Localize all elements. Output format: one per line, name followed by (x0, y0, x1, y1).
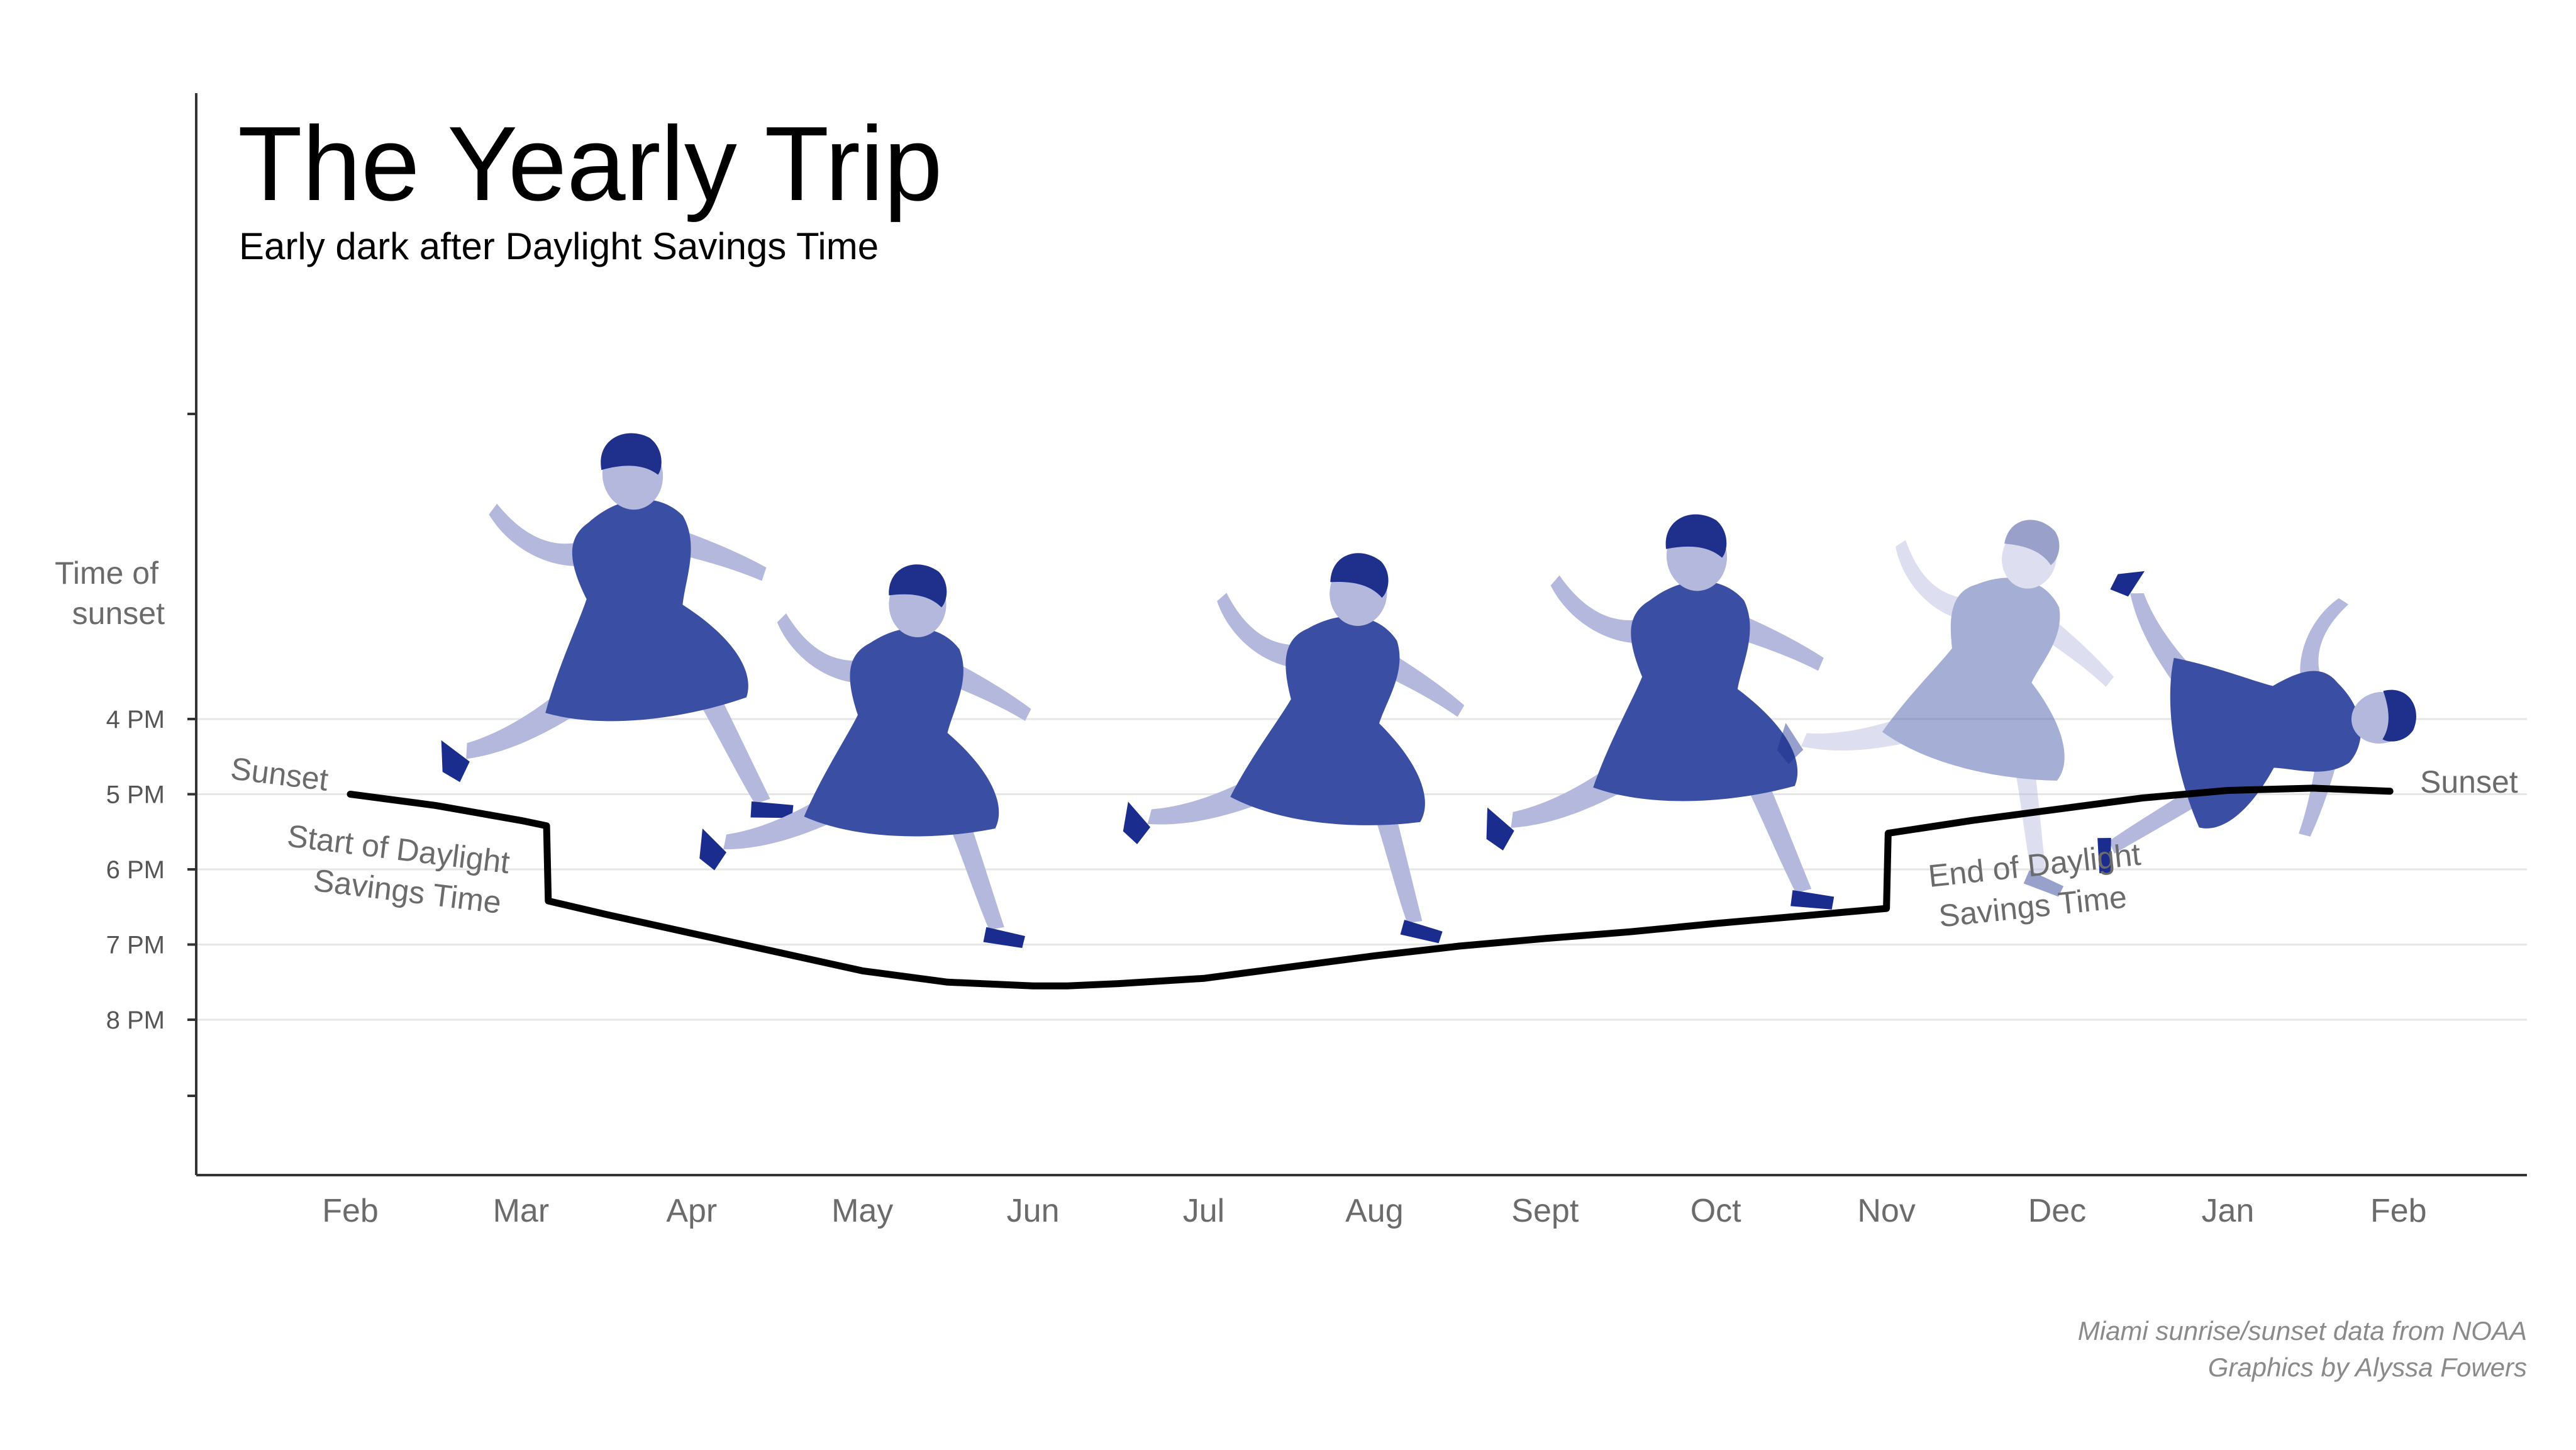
credit-graphics: Graphics by Alyssa Fowers (2208, 1352, 2527, 1382)
x-tick-label: Dec (2028, 1193, 2086, 1229)
x-tick-label: Sept (1511, 1193, 1579, 1229)
x-tick-label: Feb (322, 1193, 379, 1229)
x-tick-label: Aug (1345, 1193, 1404, 1229)
runner-figure-illustration (1116, 538, 1475, 944)
sunset-line (347, 784, 2394, 990)
chart-title: The Yearly Trip (238, 104, 943, 223)
y-tick-label: 7 PM (106, 932, 165, 959)
x-tick-label: Jun (1007, 1193, 1060, 1229)
credit-data-source: Miami sunrise/sunset data from NOAA (2078, 1316, 2527, 1346)
chart-subtitle: Early dark after Daylight Savings Time (239, 225, 879, 267)
x-tick-label: Feb (2370, 1193, 2427, 1229)
y-tick-labels: 4 PM 5 PM 6 PM 7 PM 8 PM (106, 413, 196, 1097)
runner-figure-illustration (1759, 477, 2143, 899)
runner-figure-illustration (399, 416, 802, 866)
y-axis-label-line-1: Time of (55, 555, 158, 591)
runner-figure-illustration (2039, 519, 2437, 881)
x-tick-label: May (831, 1193, 893, 1229)
y-tick-label: 5 PM (106, 781, 165, 809)
x-tick-label: Nov (1857, 1193, 1915, 1229)
x-tick-labels: Feb Mar Apr May Jun Jul Aug Sept Oct Nov Dec Jan Feb (322, 1193, 2426, 1229)
y-tick-label: 4 PM (106, 706, 165, 733)
y-tick-label: 8 PM (106, 1007, 165, 1034)
x-tick-label: Jul (1183, 1193, 1224, 1229)
series-label-start: Sunset (229, 750, 330, 798)
x-tick-label: Jan (2201, 1193, 2254, 1229)
x-tick-label: Mar (493, 1193, 550, 1229)
axes (195, 93, 2527, 1176)
gridlines (196, 718, 2527, 1021)
sunset-line-layer (347, 784, 2394, 990)
y-axis-label-line-2: sunset (72, 596, 165, 631)
x-tick-label: Apr (666, 1193, 717, 1229)
y-tick-label: 6 PM (106, 856, 165, 884)
series-label-end: Sunset (2420, 764, 2518, 800)
x-tick-label: Oct (1690, 1193, 1741, 1229)
